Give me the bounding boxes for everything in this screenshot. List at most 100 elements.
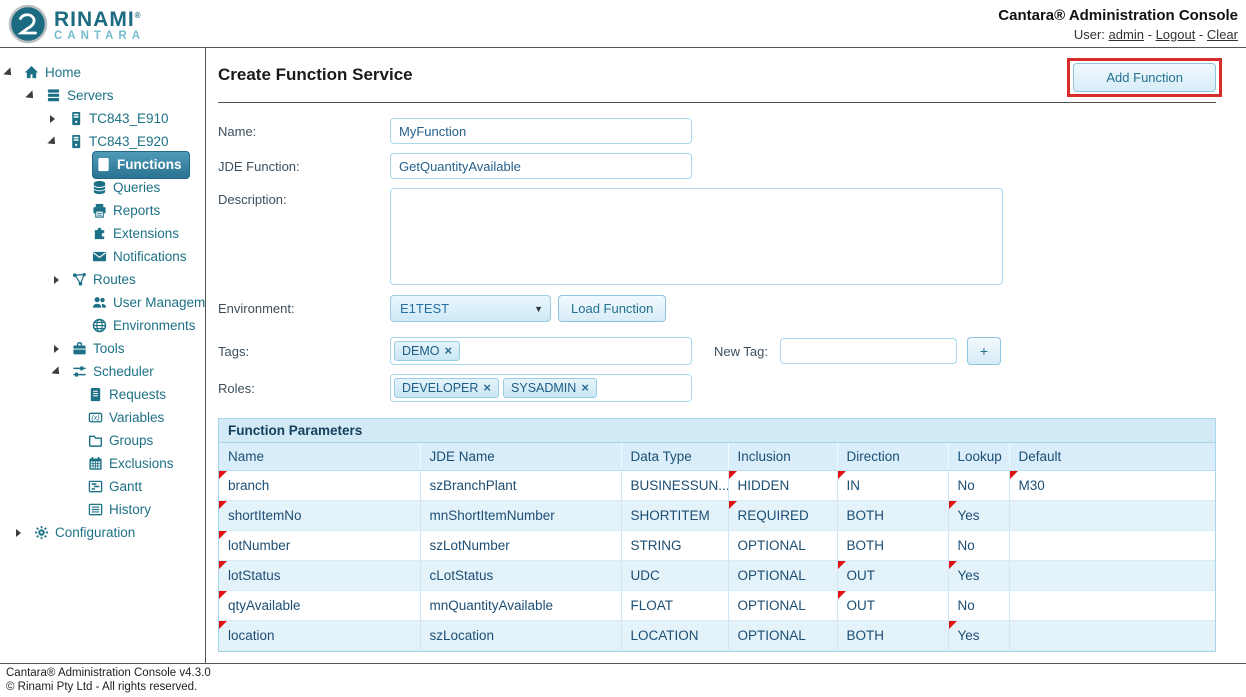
sidebar-item-history[interactable]: History <box>70 498 205 521</box>
table-row[interactable]: location szLocation LOCATION OPTIONAL BOTH Ye… <box>219 620 1215 651</box>
cell-name[interactable]: location <box>219 620 421 651</box>
tree-expand-icon[interactable] <box>50 114 68 123</box>
cell-data-type[interactable]: UDC <box>621 560 729 591</box>
tree-collapse-icon[interactable] <box>3 66 24 79</box>
column-header-direction[interactable]: Direction <box>837 443 949 471</box>
tree-expand-icon[interactable] <box>54 344 72 353</box>
cell-name[interactable]: lotStatus <box>219 560 421 591</box>
chip-close-icon[interactable]: × <box>581 380 589 395</box>
sidebar-item-requests[interactable]: Requests <box>70 383 205 406</box>
cell-data-type[interactable]: BUSINESSUN... <box>621 470 729 501</box>
cell-jde-name[interactable]: cLotStatus <box>420 560 622 591</box>
name-input[interactable] <box>390 118 692 144</box>
sidebar-item-exclusions[interactable]: Exclusions <box>70 452 205 475</box>
logout-link[interactable]: Logout <box>1155 27 1196 42</box>
cell-inclusion[interactable]: OPTIONAL <box>728 560 838 591</box>
cell-direction[interactable]: OUT <box>837 590 949 621</box>
cell-name[interactable]: shortItemNo <box>219 500 421 531</box>
cell-default[interactable] <box>1009 530 1215 561</box>
new-tag-input[interactable] <box>779 338 957 364</box>
cell-jde-name[interactable]: szBranchPlant <box>420 470 622 501</box>
sidebar-item-routes[interactable]: Routes <box>54 268 205 291</box>
cell-lookup[interactable]: Yes <box>948 560 1010 591</box>
cell-lookup[interactable]: No <box>948 590 1010 621</box>
table-row[interactable]: shortItemNo mnShortItemNumber SHORTITEM REQ… <box>219 500 1215 531</box>
user-name-link[interactable]: admin <box>1108 27 1144 42</box>
jde-function-input[interactable] <box>390 153 692 179</box>
cell-inclusion[interactable]: REQUIRED <box>728 500 838 531</box>
cell-jde-name[interactable]: szLocation <box>420 620 622 651</box>
sidebar-item-tools[interactable]: Tools <box>54 337 205 360</box>
tags-input[interactable]: DEMO × <box>390 337 692 365</box>
sidebar-item-home[interactable]: Home <box>3 61 205 84</box>
sidebar-item-functions[interactable]: Functions <box>74 150 205 179</box>
cell-data-type[interactable]: LOCATION <box>621 620 729 651</box>
cell-direction[interactable]: IN <box>837 470 949 501</box>
column-header-default[interactable]: Default <box>1009 443 1215 471</box>
sidebar-item-variables[interactable]: (x) Variables <box>70 406 205 429</box>
sidebar-item-reports[interactable]: Reports <box>74 199 205 222</box>
table-row[interactable]: branch szBranchPlant BUSINESSUN... HIDDEN IN… <box>219 470 1215 501</box>
cell-lookup[interactable]: Yes <box>948 620 1010 651</box>
column-header-inclusion[interactable]: Inclusion <box>728 443 838 471</box>
environment-select[interactable]: E1TEST ▼ <box>390 295 551 322</box>
cell-lookup[interactable]: No <box>948 470 1010 501</box>
tree-collapse-icon[interactable] <box>25 89 46 102</box>
cell-jde-name[interactable]: szLotNumber <box>420 530 622 561</box>
add-function-button[interactable]: Add Function <box>1073 63 1216 92</box>
cell-data-type[interactable]: FLOAT <box>621 590 729 621</box>
cell-direction[interactable]: BOTH <box>837 500 949 531</box>
table-row[interactable]: qtyAvailable mnQuantityAvailable FLOAT OPTI… <box>219 590 1215 621</box>
tree-collapse-icon[interactable] <box>51 365 72 378</box>
sidebar-item-notifications[interactable]: Notifications <box>74 245 205 268</box>
cell-name[interactable]: lotNumber <box>219 530 421 561</box>
table-row[interactable]: lotStatus cLotStatus UDC OPTIONAL OUT Yes <box>219 560 1215 591</box>
cell-default[interactable]: M30 <box>1009 470 1215 501</box>
cell-lookup[interactable]: Yes <box>948 500 1010 531</box>
add-tag-button[interactable]: + <box>966 337 1001 365</box>
column-header-data-type[interactable]: Data Type <box>621 443 729 471</box>
column-header-lookup[interactable]: Lookup <box>948 443 1010 471</box>
cell-name[interactable]: qtyAvailable <box>219 590 421 621</box>
sidebar-item-tc843-e910[interactable]: TC843_E910 <box>50 107 205 130</box>
cell-inclusion[interactable]: OPTIONAL <box>728 590 838 621</box>
cell-data-type[interactable]: STRING <box>621 530 729 561</box>
description-textarea[interactable] <box>390 188 1003 285</box>
cell-inclusion[interactable]: HIDDEN <box>728 470 838 501</box>
load-function-button[interactable]: Load Function <box>558 295 667 322</box>
tree-expand-icon[interactable] <box>16 528 34 537</box>
sidebar-item-servers[interactable]: Servers <box>25 84 205 107</box>
tree-collapse-icon[interactable] <box>47 135 68 148</box>
cell-inclusion[interactable]: OPTIONAL <box>728 620 838 651</box>
cell-default[interactable] <box>1009 590 1215 621</box>
clear-link[interactable]: Clear <box>1206 27 1238 42</box>
cell-direction[interactable]: BOTH <box>837 530 949 561</box>
column-header-jde-name[interactable]: JDE Name <box>420 443 622 471</box>
cell-name[interactable]: branch <box>219 470 421 501</box>
sidebar-item-gantt[interactable]: Gantt <box>70 475 205 498</box>
cell-lookup[interactable]: No <box>948 530 1010 561</box>
sidebar-item-user-management[interactable]: User Management <box>74 291 205 314</box>
column-header-name[interactable]: Name <box>219 443 421 471</box>
sidebar-item-queries[interactable]: Queries <box>74 176 205 199</box>
sidebar-item-tc843-e920[interactable]: TC843_E920 <box>47 130 205 153</box>
cell-jde-name[interactable]: mnQuantityAvailable <box>420 590 622 621</box>
chip-close-icon[interactable]: × <box>444 343 453 358</box>
sidebar-item-scheduler[interactable]: Scheduler <box>51 360 205 383</box>
cell-direction[interactable]: OUT <box>837 560 949 591</box>
sidebar-item-configuration[interactable]: Configuration <box>16 521 205 544</box>
cell-default[interactable] <box>1009 620 1215 651</box>
sidebar-item-groups[interactable]: Groups <box>70 429 205 452</box>
cell-default[interactable] <box>1009 560 1215 591</box>
table-row[interactable]: lotNumber szLotNumber STRING OPTIONAL BOTH No <box>219 530 1215 561</box>
selected-item-highlight[interactable]: Functions <box>92 150 190 179</box>
cell-default[interactable] <box>1009 500 1215 531</box>
cell-jde-name[interactable]: mnShortItemNumber <box>420 500 622 531</box>
tree-expand-icon[interactable] <box>54 275 72 284</box>
cell-inclusion[interactable]: OPTIONAL <box>728 530 838 561</box>
cell-data-type[interactable]: SHORTITEM <box>621 500 729 531</box>
cell-direction[interactable]: BOTH <box>837 620 949 651</box>
chip-close-icon[interactable]: × <box>483 380 492 395</box>
sidebar-item-environments[interactable]: Environments <box>74 314 205 337</box>
sidebar-item-extensions[interactable]: Extensions <box>74 222 205 245</box>
